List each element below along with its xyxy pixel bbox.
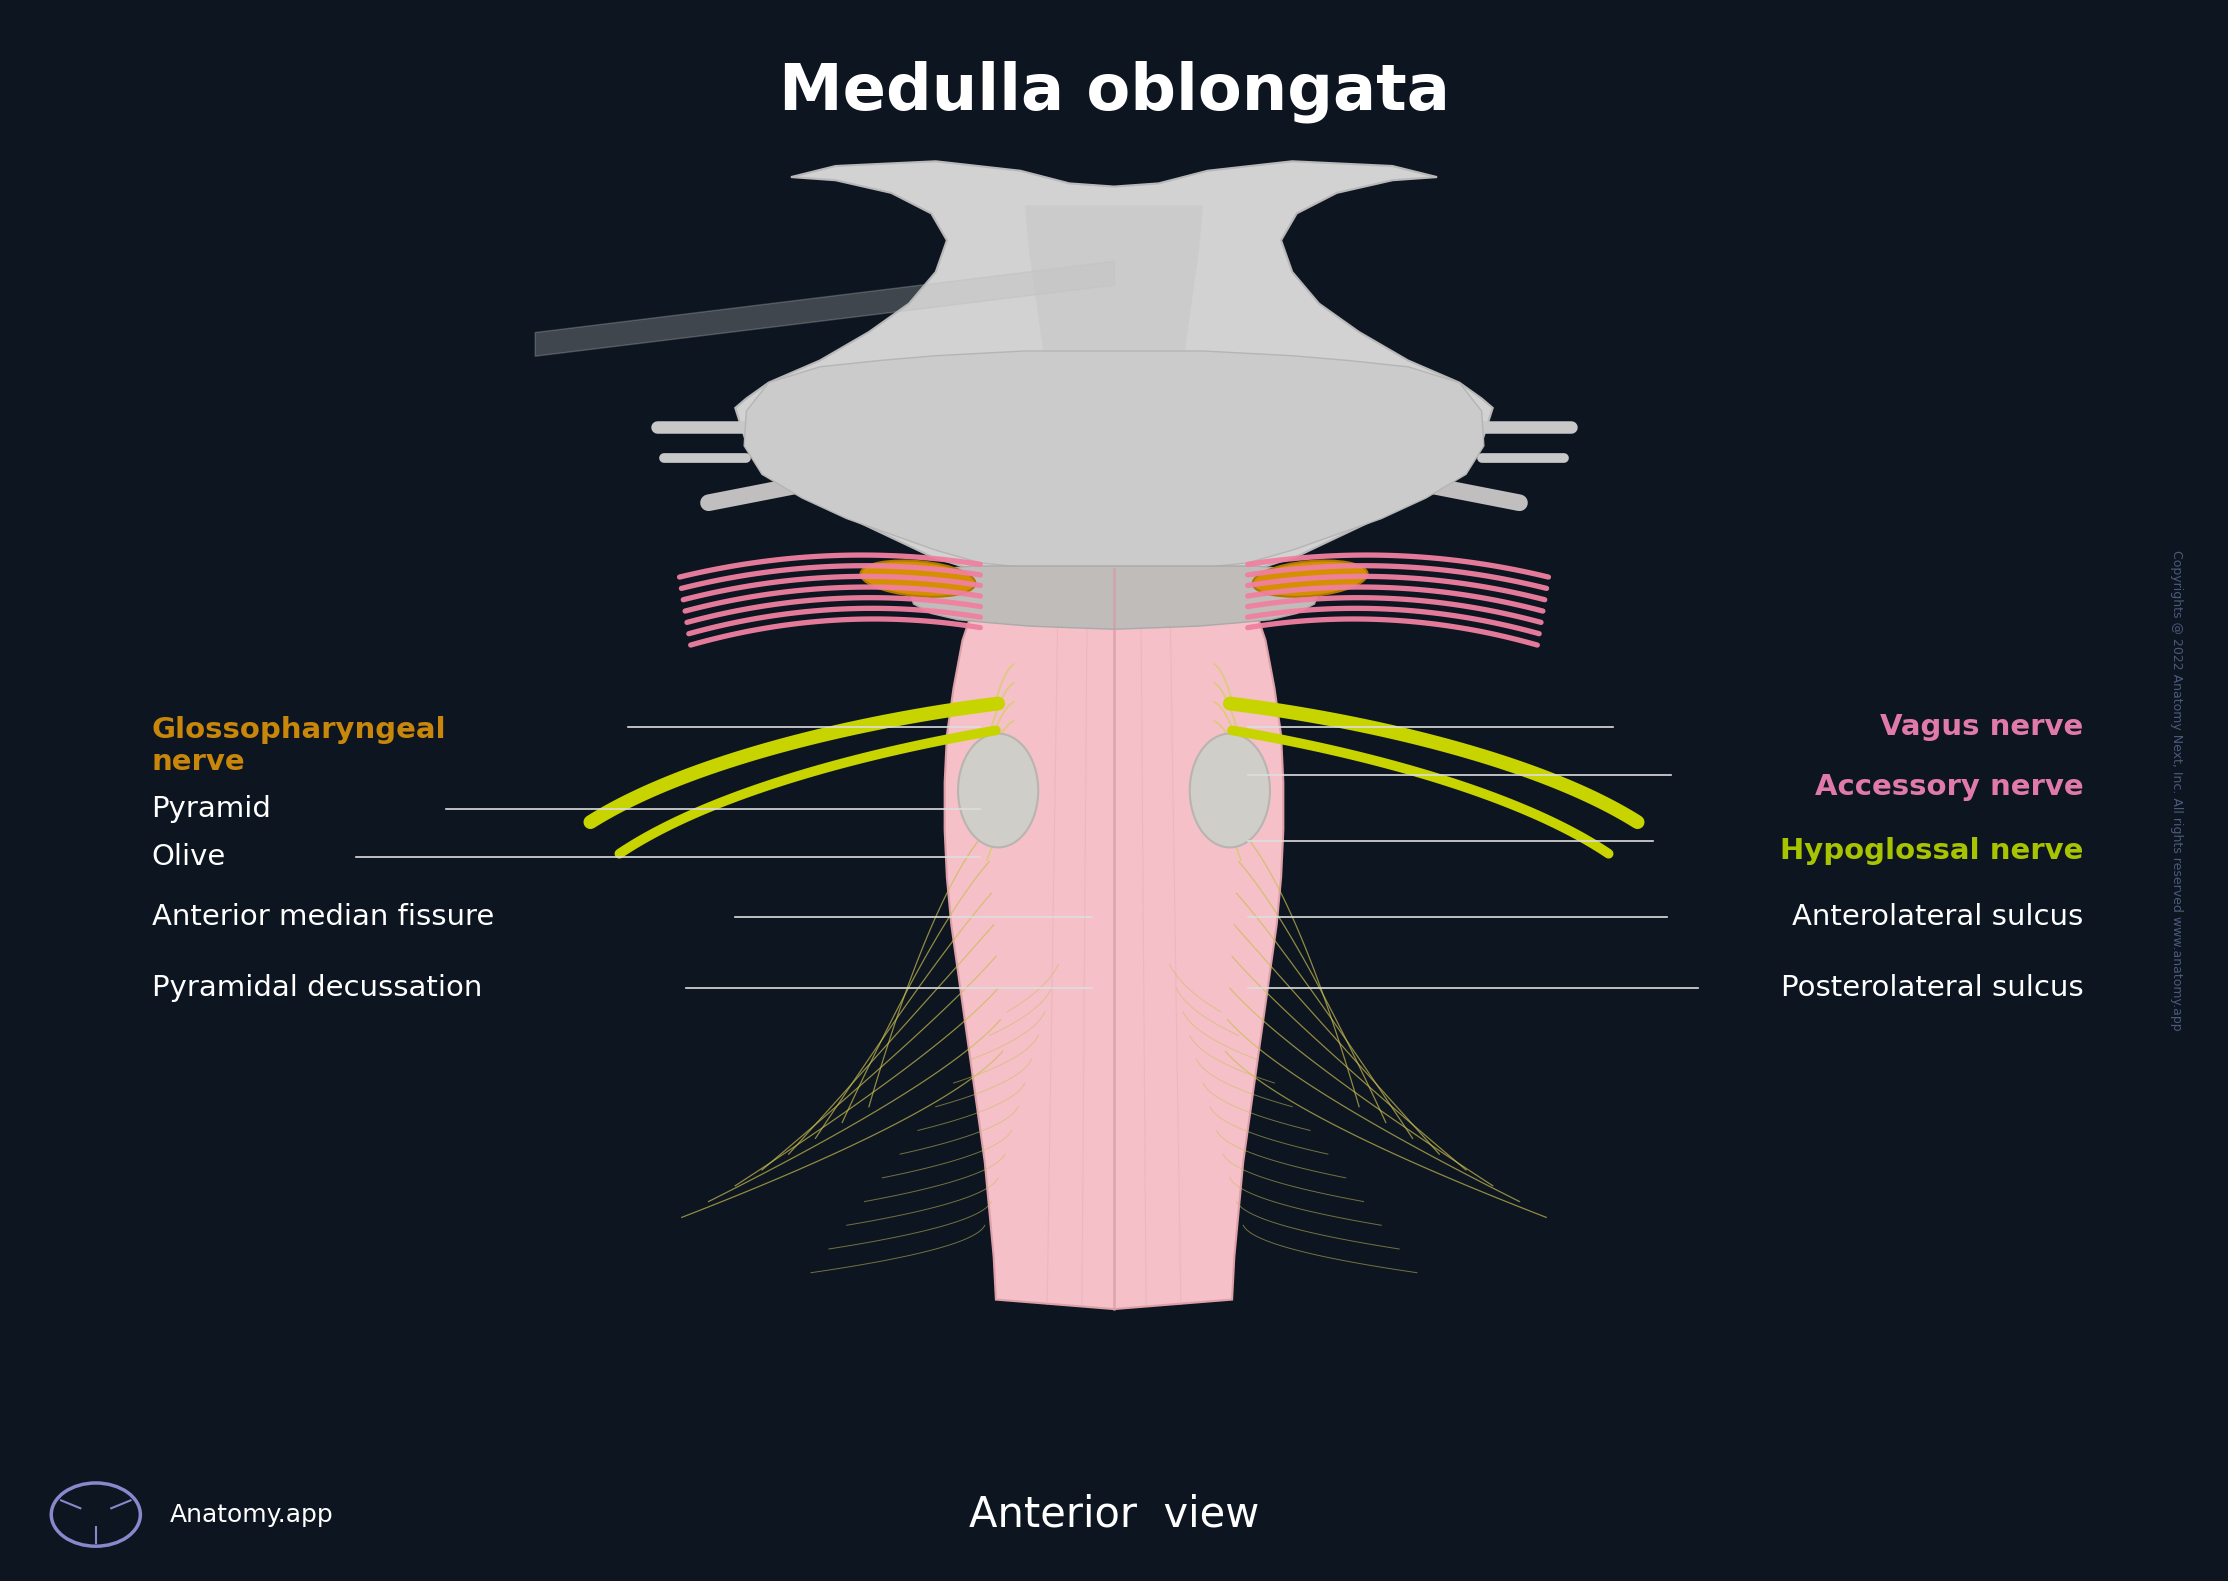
Polygon shape [945,569,1283,1309]
Ellipse shape [1190,734,1270,847]
Text: Anterior  view: Anterior view [969,1494,1259,1535]
Ellipse shape [860,561,976,596]
Polygon shape [1025,206,1203,566]
Text: Pyramidal decussation: Pyramidal decussation [152,974,481,1002]
Text: Medulla oblongata: Medulla oblongata [778,60,1450,123]
Text: Olive: Olive [152,843,225,871]
Text: Glossopharyngeal
nerve: Glossopharyngeal nerve [152,716,446,776]
Text: Accessory nerve: Accessory nerve [1814,773,2083,802]
Text: Vagus nerve: Vagus nerve [1880,713,2083,741]
Text: Copyrights @ 2022 Anatomy Next, Inc. All rights reserved www.anatomy.app: Copyrights @ 2022 Anatomy Next, Inc. All… [2170,550,2183,1031]
Text: Anatomy.app: Anatomy.app [169,1502,332,1527]
Polygon shape [735,161,1493,569]
Ellipse shape [958,734,1038,847]
Text: Hypoglossal nerve: Hypoglossal nerve [1780,836,2083,865]
Ellipse shape [1252,561,1368,596]
Text: Pyramid: Pyramid [152,795,272,824]
Text: Anterior median fissure: Anterior median fissure [152,903,495,931]
Text: Anterolateral sulcus: Anterolateral sulcus [1791,903,2083,931]
Polygon shape [909,566,1319,629]
Polygon shape [744,351,1484,571]
Text: Posterolateral sulcus: Posterolateral sulcus [1780,974,2083,1002]
